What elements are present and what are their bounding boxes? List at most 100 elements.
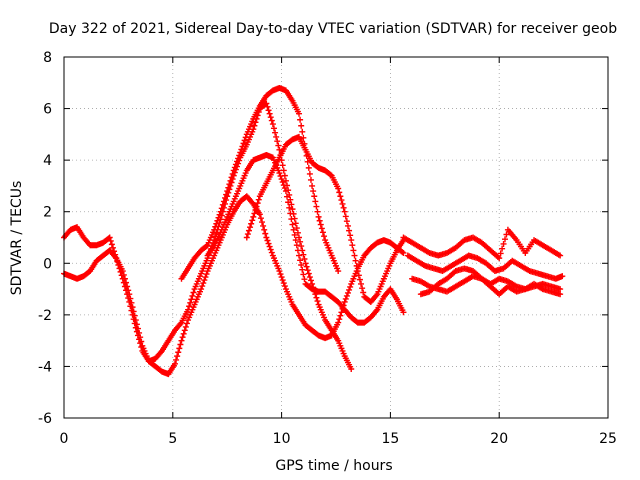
data-point bbox=[305, 270, 312, 277]
series-track-1 bbox=[61, 193, 407, 378]
data-point bbox=[255, 196, 262, 203]
x-tick-label: 25 bbox=[599, 431, 617, 447]
y-tick-label: 0 bbox=[43, 256, 52, 272]
data-point bbox=[503, 231, 510, 238]
data-point bbox=[177, 341, 184, 348]
data-point bbox=[342, 295, 349, 302]
data-point bbox=[497, 250, 504, 257]
data-point bbox=[117, 268, 124, 275]
data-point bbox=[335, 319, 342, 326]
data-point bbox=[250, 213, 257, 220]
data-point bbox=[229, 170, 236, 177]
data-point bbox=[128, 307, 135, 314]
data-point bbox=[176, 345, 183, 352]
data-point bbox=[321, 233, 328, 240]
data-point bbox=[217, 208, 224, 215]
data-point bbox=[114, 258, 121, 265]
chart-title: Day 322 of 2021, Sidereal Day-to-day VTE… bbox=[49, 21, 617, 37]
data-point bbox=[299, 128, 306, 135]
data-point bbox=[121, 283, 128, 290]
data-point bbox=[178, 337, 185, 344]
data-point bbox=[279, 179, 286, 186]
data-point bbox=[260, 222, 267, 229]
data-point bbox=[236, 152, 243, 159]
data-point bbox=[304, 267, 311, 274]
data-point bbox=[312, 198, 319, 205]
data-point bbox=[280, 167, 287, 174]
data-point bbox=[233, 158, 240, 165]
data-point bbox=[202, 274, 209, 281]
y-tick-label: 2 bbox=[43, 205, 52, 221]
data-point bbox=[249, 199, 256, 206]
data-point bbox=[338, 197, 345, 204]
data-point bbox=[336, 189, 343, 196]
data-point bbox=[219, 201, 226, 208]
data-point bbox=[307, 176, 314, 183]
y-tick-label: 8 bbox=[43, 50, 52, 66]
data-point bbox=[338, 309, 345, 316]
data-point bbox=[267, 246, 274, 253]
data-point bbox=[305, 164, 312, 171]
data-point bbox=[296, 234, 303, 241]
data-point bbox=[299, 266, 306, 273]
data-point bbox=[298, 122, 305, 129]
data-point bbox=[231, 164, 238, 171]
data-point bbox=[297, 116, 304, 123]
data-point bbox=[174, 353, 181, 360]
data-point bbox=[222, 194, 229, 201]
data-point bbox=[306, 170, 313, 177]
data-point bbox=[315, 213, 322, 220]
data-point bbox=[226, 181, 233, 188]
data-point bbox=[186, 303, 193, 310]
series-track-4 bbox=[204, 151, 407, 326]
data-point bbox=[294, 247, 301, 254]
data-point bbox=[317, 221, 324, 228]
data-point bbox=[268, 117, 275, 124]
data-point bbox=[300, 271, 307, 278]
data-point bbox=[124, 291, 131, 298]
data-point bbox=[185, 306, 192, 313]
data-point bbox=[125, 295, 132, 302]
series-track-6 bbox=[400, 226, 564, 262]
data-point bbox=[278, 274, 285, 281]
data-point bbox=[316, 217, 323, 224]
data-point bbox=[171, 360, 178, 367]
data-point bbox=[216, 211, 223, 218]
data-point bbox=[300, 251, 307, 258]
data-point bbox=[343, 218, 350, 225]
data-point bbox=[354, 268, 361, 275]
data-point bbox=[359, 285, 366, 292]
data-point bbox=[134, 332, 141, 339]
data-point bbox=[314, 208, 321, 215]
data-point bbox=[346, 286, 353, 293]
data-point bbox=[112, 253, 119, 260]
data-point bbox=[280, 182, 287, 189]
data-point bbox=[264, 237, 271, 244]
data-point bbox=[240, 140, 247, 147]
data-point bbox=[276, 170, 283, 177]
data-point bbox=[187, 299, 194, 306]
data-point bbox=[235, 155, 242, 162]
y-tick-labels: -6 -4 -2 0 2 4 6 8 bbox=[38, 50, 608, 427]
series-track-7 bbox=[404, 252, 566, 282]
data-point bbox=[269, 121, 276, 128]
data-point bbox=[267, 114, 274, 121]
data-point bbox=[120, 279, 127, 286]
data-point bbox=[251, 122, 258, 129]
grid-lines bbox=[64, 57, 608, 418]
data-point bbox=[348, 237, 355, 244]
data-point bbox=[301, 255, 308, 262]
data-point bbox=[289, 221, 296, 228]
data-point bbox=[347, 283, 354, 290]
data-point bbox=[131, 320, 138, 327]
data-point bbox=[279, 277, 286, 284]
data-point bbox=[278, 176, 285, 183]
data-point bbox=[277, 173, 284, 180]
data-point bbox=[286, 204, 293, 211]
data-point bbox=[203, 271, 210, 278]
data-point bbox=[318, 225, 325, 232]
data-point bbox=[173, 356, 180, 363]
data-point bbox=[341, 208, 348, 215]
data-point bbox=[130, 316, 137, 323]
